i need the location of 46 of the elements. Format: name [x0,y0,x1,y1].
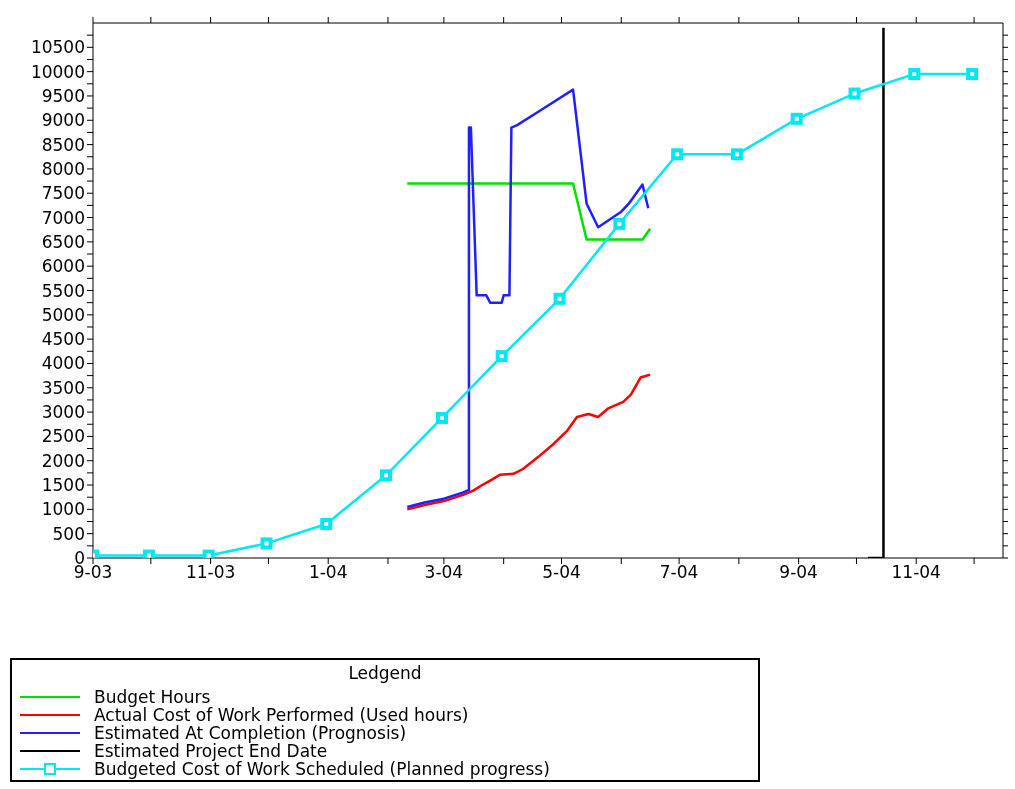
y-tick-label: 5500 [41,280,85,301]
x-tick-label: 7-04 [659,562,699,583]
point [790,112,803,125]
legend-label: Estimated At Completion (Prognosis) [94,723,407,743]
point [730,148,743,161]
y-tick-label: 1000 [41,499,85,520]
x-tick-label: 11-03 [185,562,236,583]
point [380,469,393,482]
x-tick-label: 5-04 [542,562,581,583]
point [966,68,979,81]
point [495,350,508,363]
y-tick-label: 9500 [41,85,85,106]
point [908,68,921,81]
x-tick-label: 9-04 [779,562,818,583]
line-series [406,88,650,509]
point [671,148,684,161]
y-tick-label: 1500 [41,475,85,496]
x-tick-label: 1-04 [308,562,348,583]
y-tick-label: 10000 [30,61,85,82]
y-tick-label: 8000 [41,158,85,179]
y-tick-label: 10500 [30,37,85,58]
point [613,217,626,230]
x-tick-label: 3-04 [424,562,464,583]
y-tick-label: 2500 [41,426,85,447]
y-tick-label: 500 [52,523,85,544]
point [260,537,273,550]
point [320,517,333,530]
y-tick-label: 3500 [41,377,85,398]
y-tick-label: 6500 [41,231,85,252]
x-tick-label: 11-04 [891,562,941,583]
point [848,87,861,100]
y-tick-label: 6000 [41,256,85,277]
legend-title: Ledgend [347,663,423,683]
y-tick-label: 4500 [41,329,85,350]
point [435,411,448,424]
y-tick-label: 9000 [41,110,85,131]
legend-label: Budget Hours [94,687,211,707]
y-tick-label: 8500 [41,134,85,155]
y-tick-label: 5000 [41,304,85,325]
point [553,292,566,305]
y-tick-label: 2000 [41,450,85,471]
y-tick-label: 3000 [41,402,85,423]
y-tick-label: 7500 [41,183,85,204]
y-tick-label: 4000 [41,353,85,374]
y-tick-label: 7000 [41,207,85,228]
line-series [406,373,652,511]
